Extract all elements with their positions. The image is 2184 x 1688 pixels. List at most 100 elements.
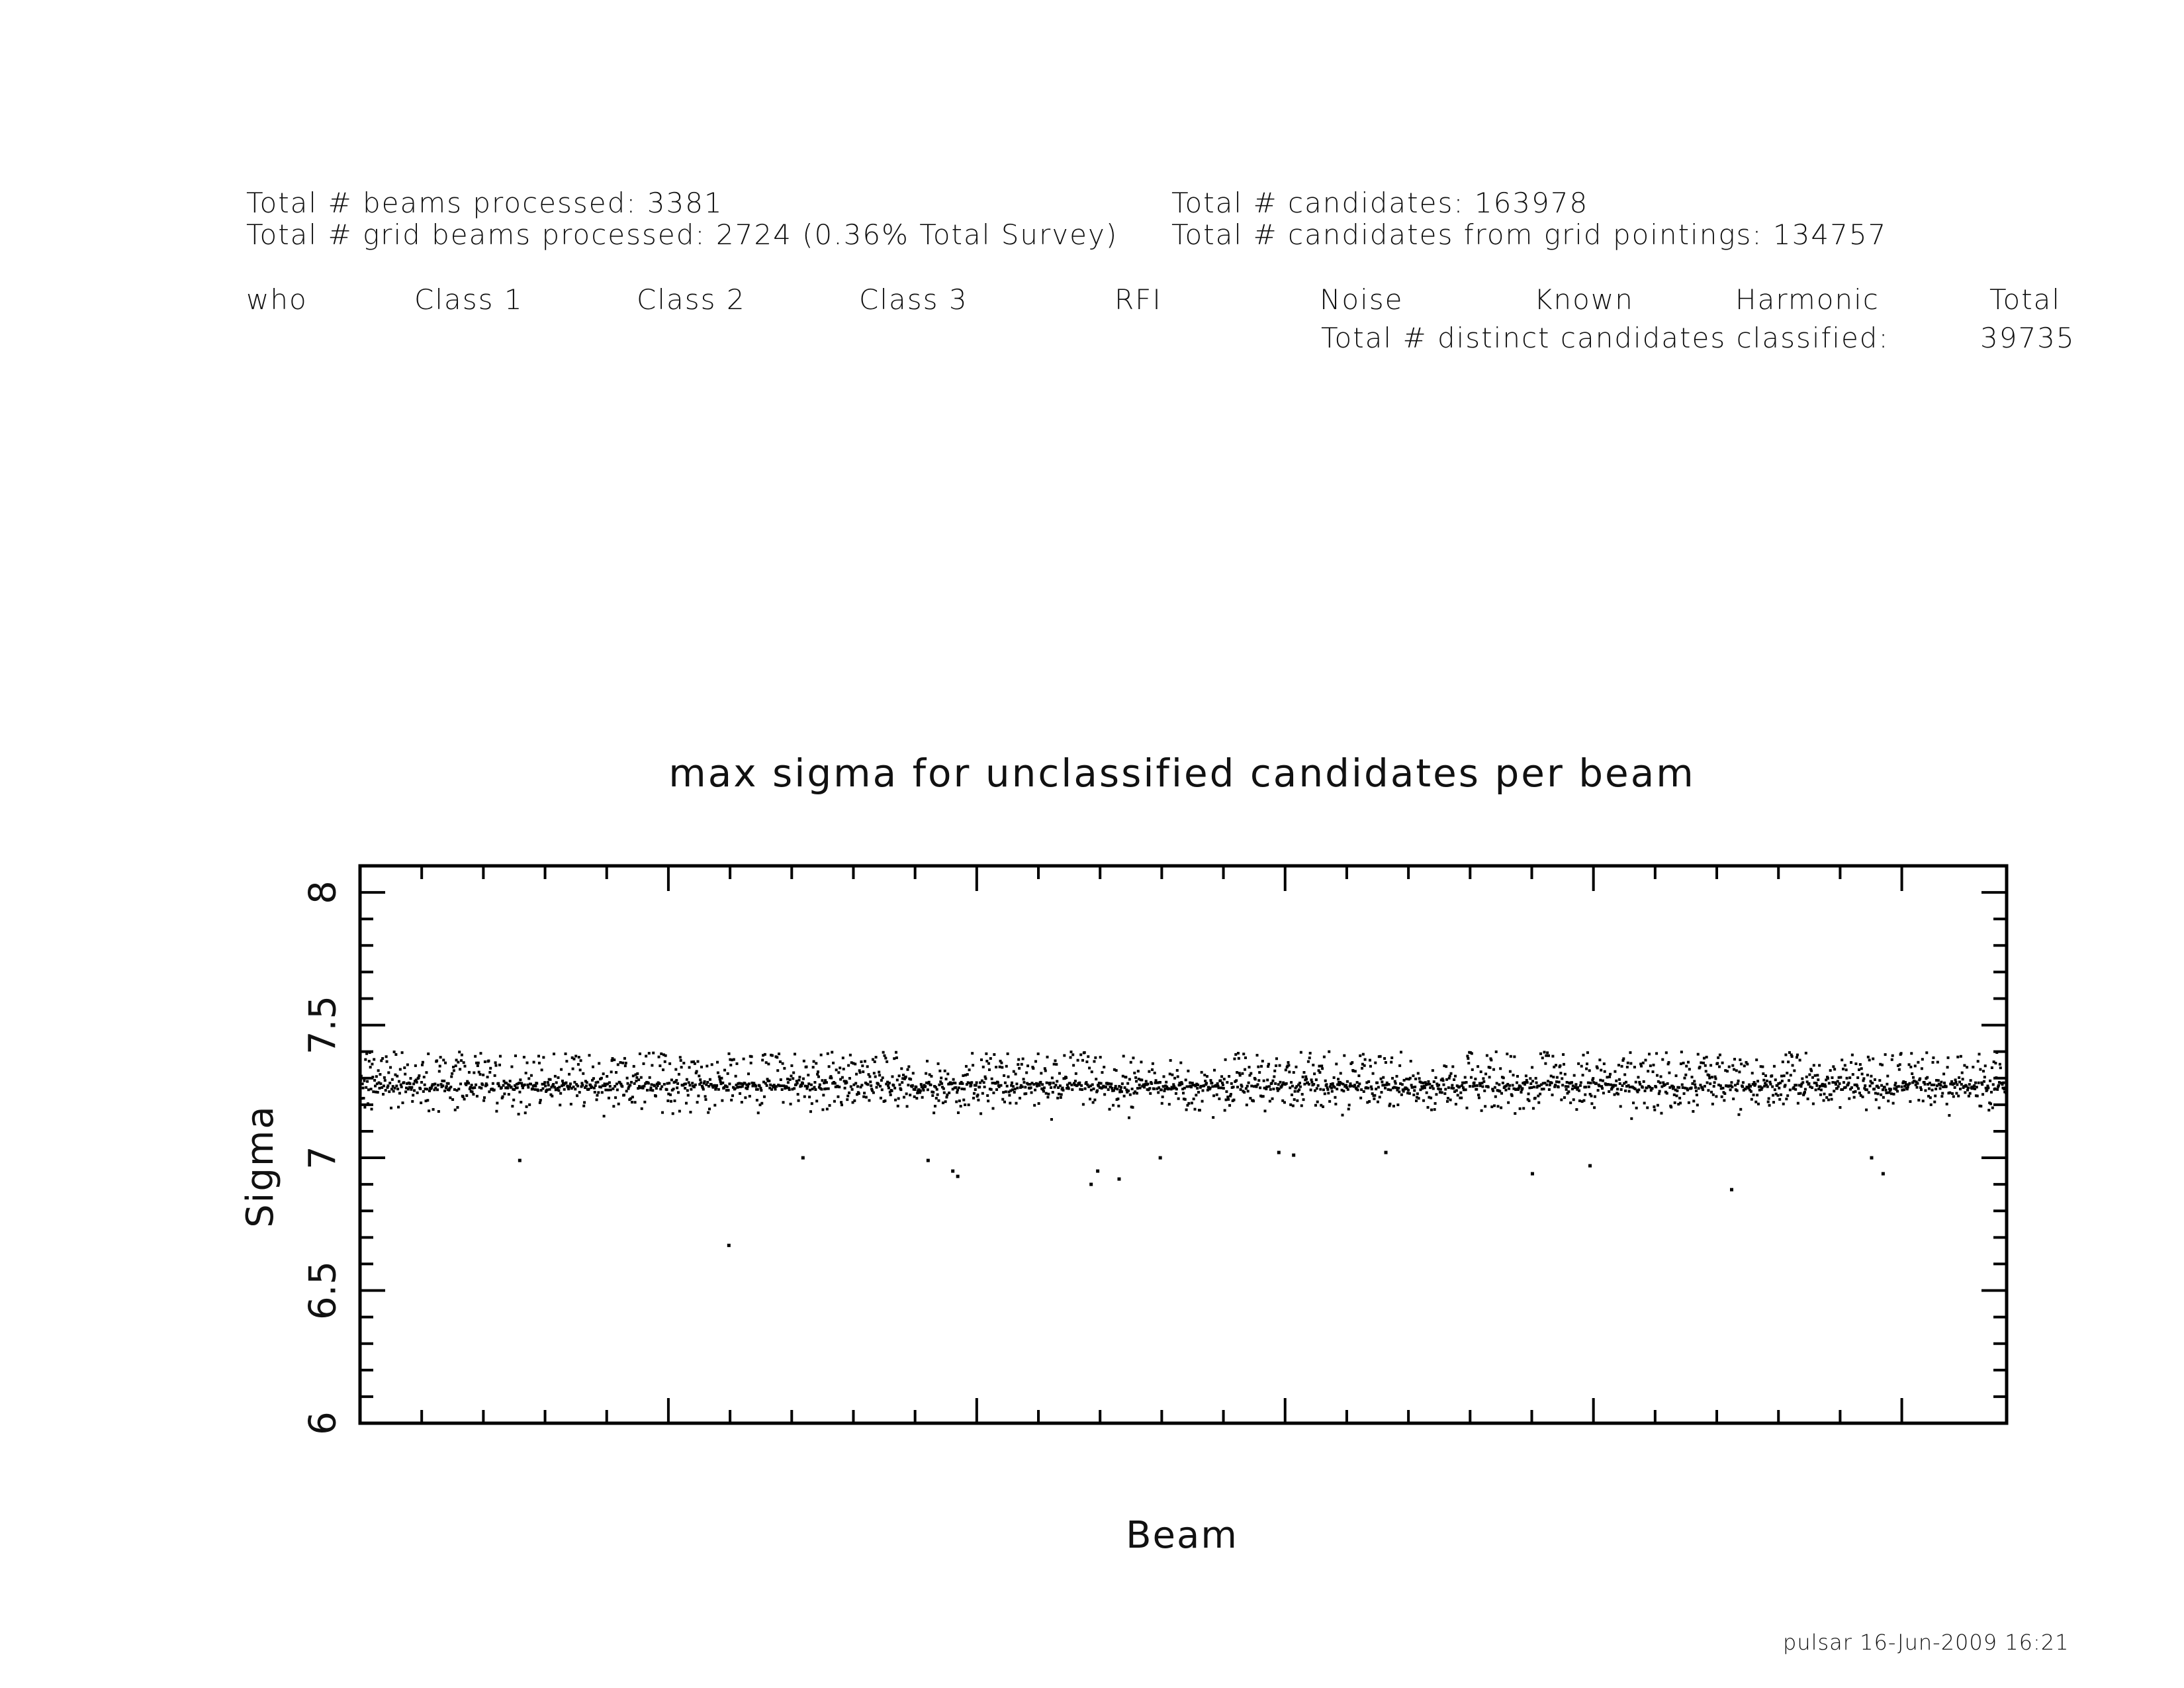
data-point [832, 1061, 835, 1064]
data-point [627, 1087, 630, 1090]
col-who: who [246, 283, 308, 316]
data-point [800, 1084, 803, 1088]
data-point [840, 1101, 843, 1104]
data-point [1979, 1105, 1983, 1108]
data-point [902, 1073, 905, 1076]
data-point [1318, 1071, 1322, 1074]
data-point [390, 1088, 393, 1091]
data-point [676, 1086, 679, 1090]
data-point [1733, 1084, 1737, 1087]
data-point [1423, 1086, 1426, 1090]
data-point [1994, 1062, 1997, 1065]
data-point [830, 1076, 833, 1080]
data-point [418, 1074, 421, 1077]
data-point [394, 1053, 398, 1056]
data-point [840, 1103, 843, 1107]
data-point [1756, 1094, 1759, 1097]
data-point [406, 1063, 409, 1066]
data-point [626, 1082, 629, 1085]
data-point [1966, 1086, 1970, 1090]
data-point [382, 1084, 385, 1088]
data-point [1075, 1084, 1079, 1087]
data-point [513, 1088, 516, 1092]
data-point [1916, 1082, 1919, 1085]
data-point [1934, 1094, 1937, 1098]
data-point [1236, 1086, 1240, 1089]
data-point [1342, 1090, 1345, 1093]
data-point [1111, 1086, 1114, 1090]
data-point [909, 1094, 912, 1097]
data-point [653, 1084, 657, 1088]
data-point [839, 1066, 842, 1070]
data-point [1498, 1090, 1502, 1093]
data-point [859, 1086, 862, 1089]
data-point [1897, 1085, 1900, 1088]
data-point [1009, 1089, 1013, 1092]
data-point [1384, 1086, 1387, 1090]
data-point [400, 1051, 404, 1055]
data-point [559, 1103, 562, 1107]
data-point [705, 1083, 708, 1086]
data-point [900, 1067, 903, 1070]
data-point [1516, 1074, 1519, 1078]
data-point [1391, 1076, 1394, 1080]
data-point [1799, 1085, 1803, 1088]
data-point [1362, 1090, 1365, 1093]
data-point [1245, 1103, 1248, 1107]
data-point [817, 1070, 820, 1074]
data-point [1921, 1100, 1925, 1103]
data-point [1752, 1094, 1755, 1097]
data-point [1944, 1085, 1948, 1088]
data-point [1500, 1092, 1504, 1095]
data-point [998, 1065, 1001, 1068]
data-point [1859, 1094, 1862, 1097]
data-point [1942, 1085, 1945, 1088]
data-point [596, 1094, 599, 1097]
data-point [1858, 1068, 1861, 1072]
data-point [1210, 1082, 1214, 1085]
data-point [1936, 1060, 1939, 1064]
data-point [1910, 1052, 1913, 1055]
data-point [1063, 1054, 1066, 1057]
data-point [1120, 1086, 1123, 1089]
data-point [1469, 1076, 1473, 1079]
data-point [1488, 1076, 1491, 1079]
data-point [1539, 1092, 1542, 1096]
data-point [841, 1076, 844, 1079]
data-point [455, 1089, 459, 1092]
data-point [387, 1071, 390, 1074]
data-point [1748, 1083, 1751, 1086]
data-point [1632, 1102, 1635, 1105]
data-point [467, 1070, 471, 1074]
data-point [1073, 1083, 1076, 1086]
data-point [1737, 1113, 1741, 1116]
data-point [1199, 1084, 1203, 1088]
data-point [553, 1053, 556, 1056]
data-point [758, 1084, 761, 1088]
data-point [668, 1062, 672, 1065]
data-point [1273, 1075, 1276, 1078]
data-point [1616, 1088, 1619, 1091]
data-point [1019, 1096, 1022, 1100]
data-point [954, 1086, 958, 1089]
data-point [1602, 1062, 1606, 1066]
data-point [1578, 1084, 1582, 1087]
data-point [603, 1082, 606, 1086]
data-point [1357, 1084, 1360, 1088]
data-point [432, 1107, 435, 1111]
data-point [1615, 1079, 1618, 1082]
data-point [1692, 1100, 1696, 1103]
data-point [1314, 1103, 1317, 1107]
data-point [806, 1085, 809, 1088]
data-point [1639, 1062, 1643, 1066]
data-point [1739, 1058, 1742, 1061]
data-point [1463, 1081, 1466, 1084]
data-point [1243, 1091, 1246, 1094]
data-point [962, 1074, 965, 1077]
data-point [922, 1088, 925, 1092]
data-point [1208, 1086, 1212, 1090]
data-point [916, 1092, 919, 1095]
data-point [710, 1063, 713, 1066]
data-point [755, 1099, 758, 1102]
data-point [704, 1095, 707, 1098]
